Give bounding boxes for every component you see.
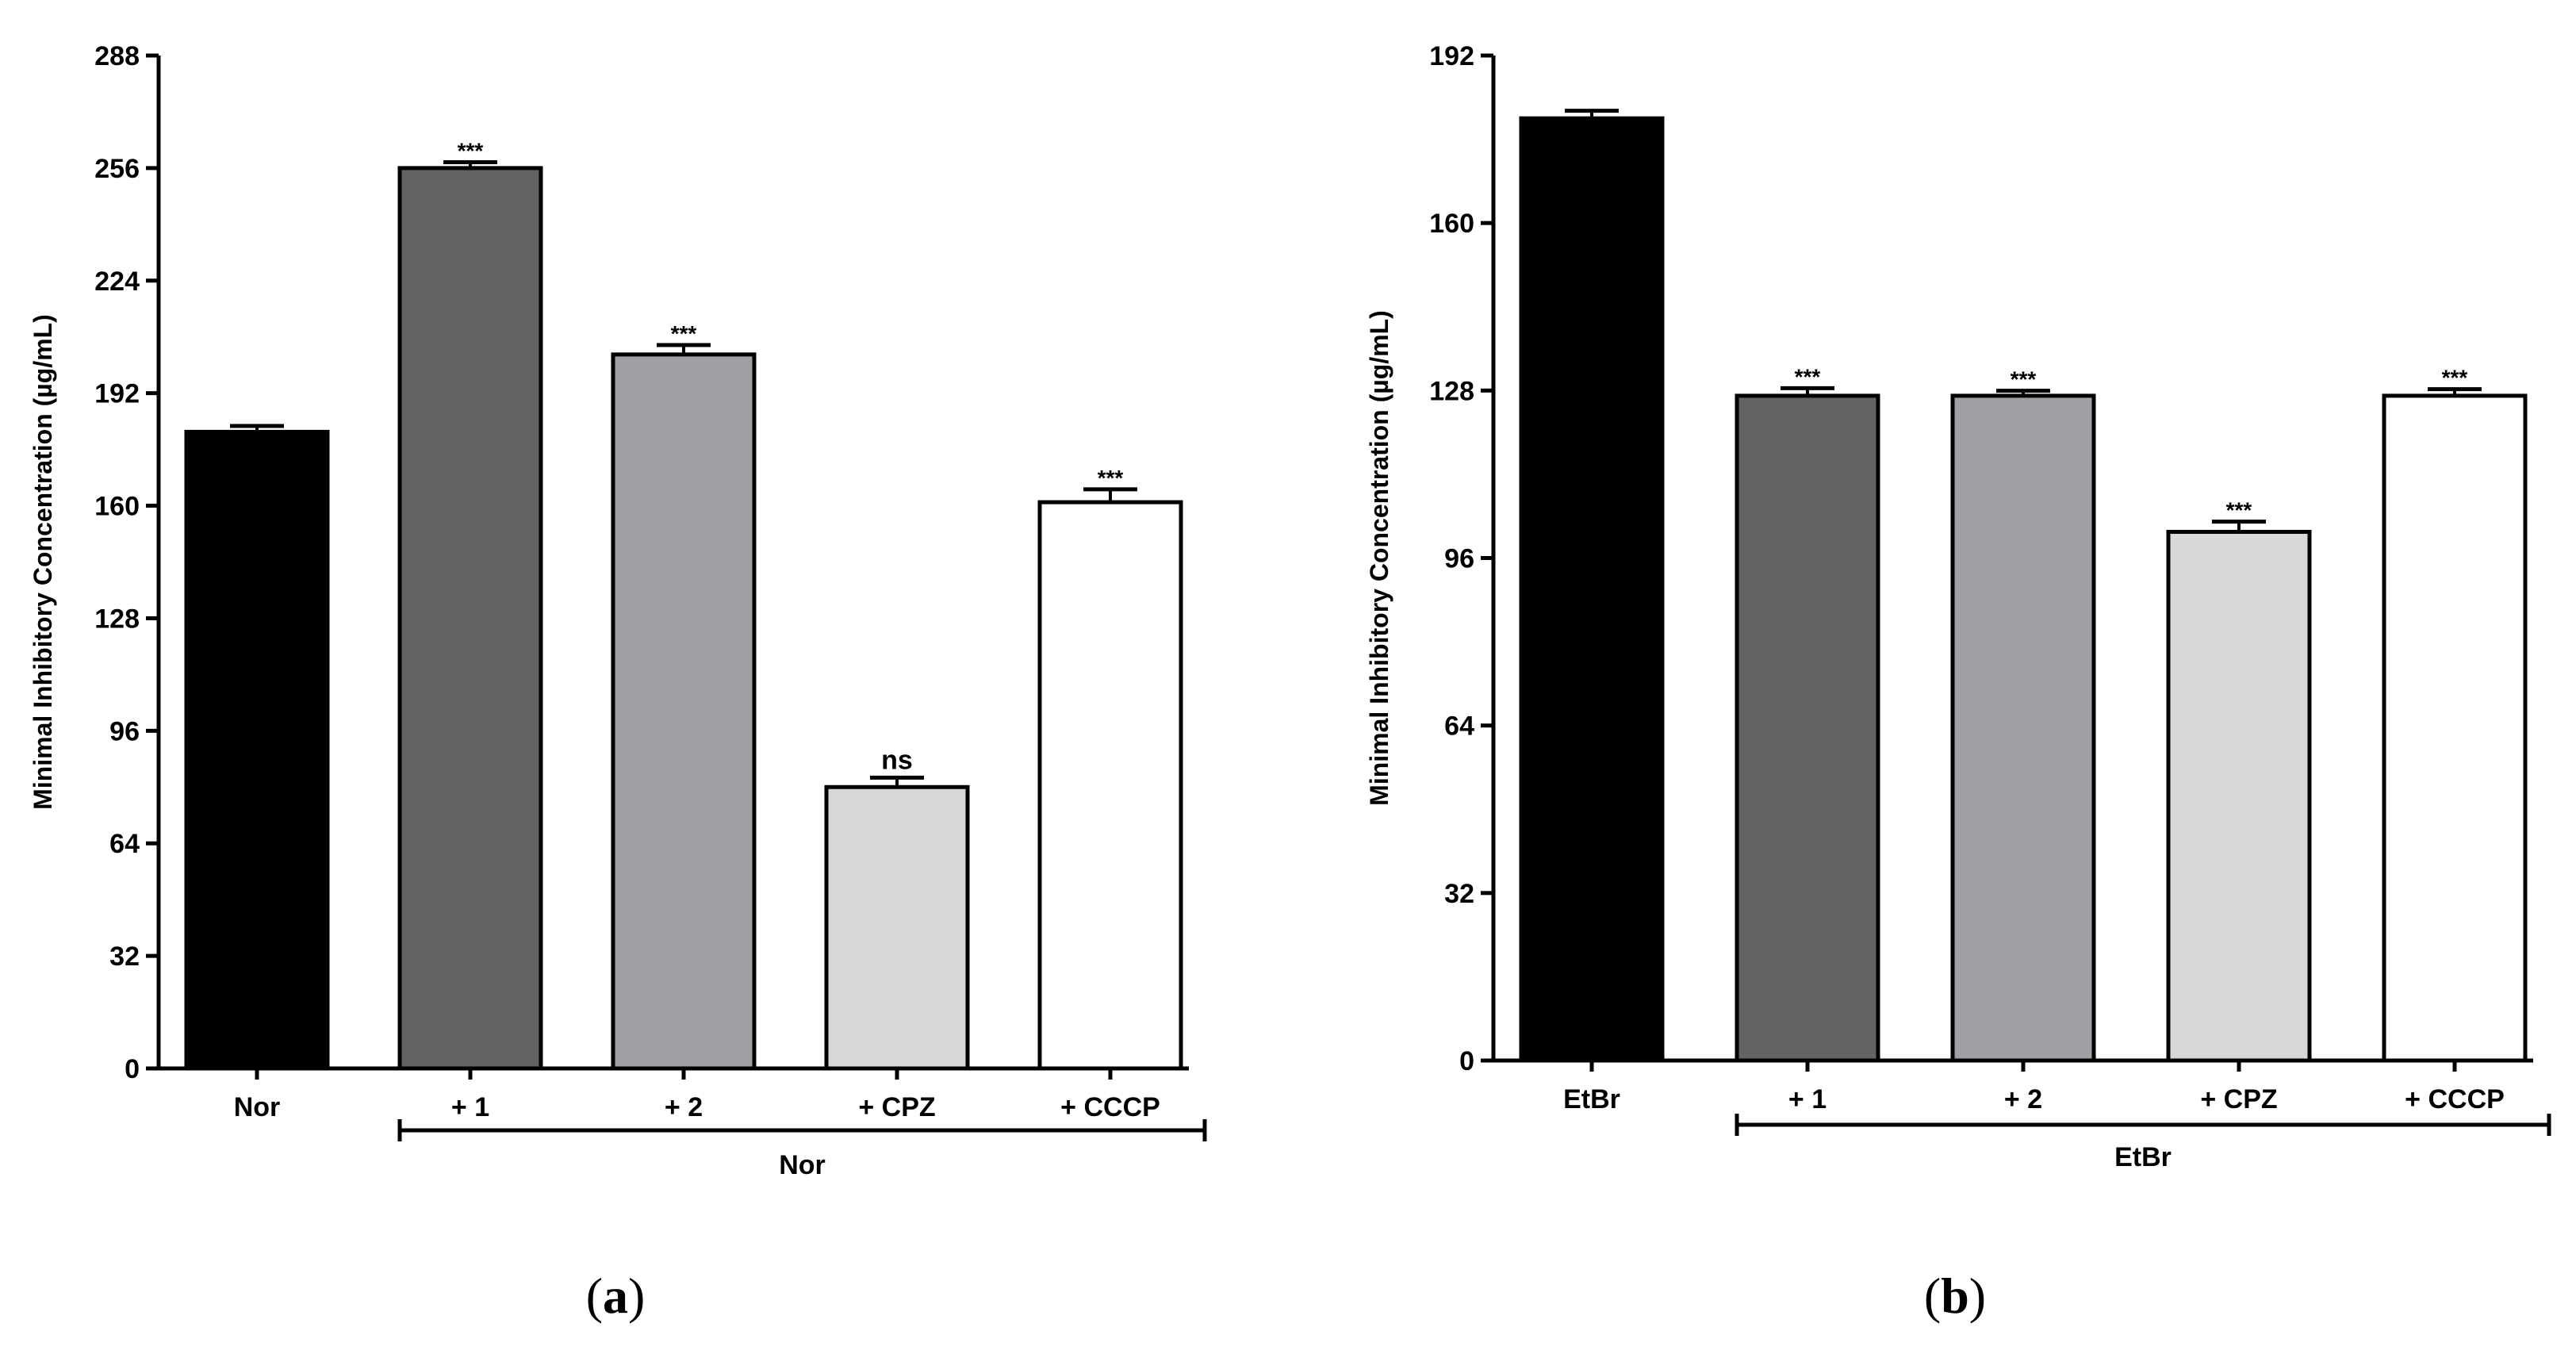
y-tick-label: 288	[94, 41, 140, 71]
y-tick-label: 224	[94, 267, 140, 297]
y-tick-label: 32	[109, 942, 140, 972]
category-label: + 2	[665, 1092, 703, 1122]
y-tick-label: 128	[1429, 376, 1474, 406]
category-label: + 2	[2004, 1084, 2042, 1114]
y-axis-title: Minimal Inhibitory Concentration (µg/mL)	[1365, 310, 1393, 806]
group-label: EtBr	[2114, 1142, 2172, 1172]
bar-3	[611, 352, 757, 1071]
bar-1	[1519, 116, 1665, 1063]
bar-4	[824, 784, 970, 1071]
significance-label: ***	[1098, 466, 1124, 490]
category-label: EtBr	[1563, 1084, 1620, 1114]
significance-label: ***	[2011, 367, 2037, 392]
significance-label: ***	[2442, 366, 2468, 390]
category-label: + CPZ	[858, 1092, 935, 1122]
y-tick-label: 64	[109, 829, 140, 859]
y-tick-label: 128	[94, 604, 140, 634]
panel-label: (b)	[1924, 1268, 1986, 1324]
significance-label: ***	[2226, 498, 2252, 523]
y-tick-label: 256	[94, 154, 140, 184]
significance-label: ns	[881, 745, 913, 775]
y-tick-label: 0	[1459, 1046, 1474, 1076]
y-tick-label: 32	[1444, 879, 1474, 909]
bar-5	[1037, 500, 1183, 1071]
category-label: + 1	[1788, 1084, 1827, 1114]
significance-label: ***	[671, 321, 697, 346]
y-axis-title: Minimal Inhibitory Concentration (µg/mL)	[29, 314, 57, 810]
y-tick-label: 0	[125, 1054, 140, 1084]
bar-5	[2382, 393, 2528, 1063]
y-tick-label: 192	[94, 379, 140, 409]
y-tick-label: 96	[1444, 544, 1474, 574]
category-label: + CPZ	[2200, 1084, 2277, 1114]
chart-panel-b: 0 32 64 96 128 160 192 Minimal Inhibitory Conce…	[1365, 41, 2551, 1324]
y-tick-label: 192	[1429, 41, 1474, 71]
panel-label: (a)	[586, 1268, 646, 1324]
category-label: + CCCP	[1060, 1092, 1160, 1122]
group-label: Nor	[779, 1150, 826, 1180]
chart-panel-a: 0 32 64 96 128 160 192 224 256 288 Minimal Inhibit…	[29, 41, 1207, 1324]
category-label: + CCCP	[2405, 1084, 2505, 1114]
significance-label: ***	[1795, 364, 1821, 389]
bar-4	[2166, 530, 2312, 1063]
category-label: + 1	[451, 1092, 489, 1122]
y-tick-label: 96	[109, 716, 140, 746]
significance-label: ***	[458, 138, 484, 163]
bar-3	[1950, 393, 2096, 1063]
y-tick-label: 160	[94, 492, 140, 522]
bar-2	[397, 166, 543, 1071]
y-tick-label: 160	[1429, 209, 1474, 239]
y-tick-label: 64	[1444, 712, 1474, 742]
bar-2	[1735, 393, 1880, 1063]
category-label: Nor	[234, 1092, 281, 1122]
bar-1	[184, 429, 330, 1071]
